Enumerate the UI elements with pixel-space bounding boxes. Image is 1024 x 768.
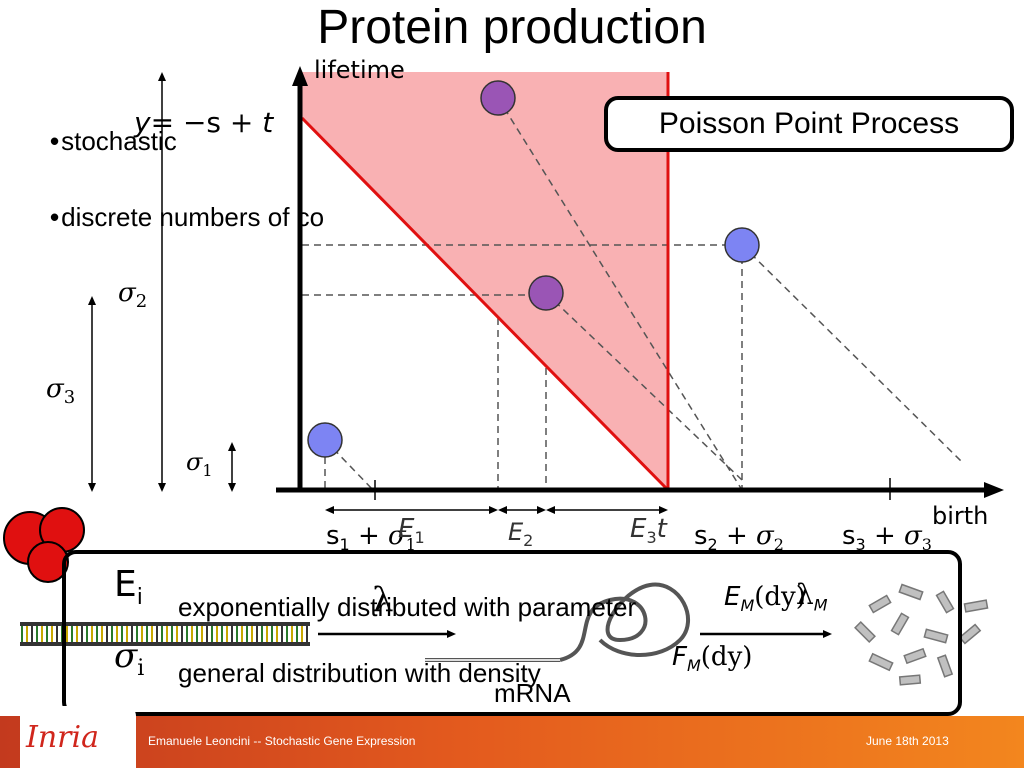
eq-s: s xyxy=(206,106,221,139)
sigma3-label: σ3 xyxy=(46,374,76,409)
y-axis-label: lifetime xyxy=(314,56,405,84)
E2-label: E2 xyxy=(508,518,534,550)
footer-date: June 18th 2013 xyxy=(866,734,949,748)
EM-symbol: EM(dy) xyxy=(724,582,806,616)
shaded-region xyxy=(302,72,668,490)
t-label: t xyxy=(656,514,667,544)
sigma-i-symbol: σi xyxy=(114,636,145,681)
footer-author: Emanuele Leoncini -- Stochastic Gene Exp… xyxy=(148,734,416,748)
sigma1-label: σ1 xyxy=(186,448,213,480)
exponential-definition: exponentially distributed with parameter xyxy=(178,592,637,622)
mrna-label: mRNA xyxy=(494,678,571,708)
eq-plus: + xyxy=(221,106,263,139)
y-axis-arrowhead xyxy=(292,66,308,86)
blue-point xyxy=(307,422,343,458)
s3-plus-sigma3-label: s3 + σ3 xyxy=(842,521,932,555)
diagonal-line xyxy=(741,244,963,463)
bullet-text: discrete numbers of co xyxy=(61,202,325,232)
blue-point xyxy=(724,227,760,263)
s1-plus-sigma1-label: s1 + σ1 xyxy=(326,521,416,555)
definitions-box xyxy=(62,550,962,716)
E1-label: E1 xyxy=(398,514,425,548)
bullet-text: stochastic xyxy=(61,126,177,156)
diagonal-line xyxy=(545,292,743,481)
logo-background xyxy=(20,706,136,768)
eq-t: t xyxy=(262,106,274,139)
E3-label: E3t xyxy=(630,514,667,548)
degraded-pieces-icon xyxy=(854,583,989,686)
Ei-symbol: Ei xyxy=(114,564,143,611)
general-definition: general distribution with density xyxy=(178,658,541,688)
lambda-symbol: λ xyxy=(372,580,394,620)
inria-logo: Inria xyxy=(26,720,99,755)
x-axis-arrowhead xyxy=(984,482,1004,498)
bullet-glyph: • xyxy=(50,202,60,232)
purple-point xyxy=(528,275,564,311)
bullet-discrete: •discrete numbers of co xyxy=(50,202,324,232)
bullet-glyph: • xyxy=(50,126,60,156)
dna-strand-icon xyxy=(20,622,310,646)
eq-equals: = − xyxy=(150,106,207,139)
poisson-point-process-box: Poisson Point Process xyxy=(604,96,1014,152)
x-axis-label: birth xyxy=(932,502,989,530)
line-equation-label: y= −s + t xyxy=(134,106,273,139)
lambda-M-symbol: λM xyxy=(796,578,828,615)
sigma2-label: σ2 xyxy=(118,278,148,313)
red-diagonal-line xyxy=(300,116,670,492)
s2-plus-sigma2-label: s2 + σ2 xyxy=(694,521,784,555)
bullet-stochastic: •stochastic xyxy=(50,126,177,156)
FM-symbol: FM(dy) xyxy=(672,642,753,676)
mrna-icon xyxy=(425,582,691,662)
eq-y: y xyxy=(134,106,151,139)
diagonal-line xyxy=(497,97,743,491)
footer-bar xyxy=(0,716,1024,768)
page-title: Protein production xyxy=(317,1,707,54)
protein-icon xyxy=(3,507,85,583)
purple-point xyxy=(480,80,516,116)
